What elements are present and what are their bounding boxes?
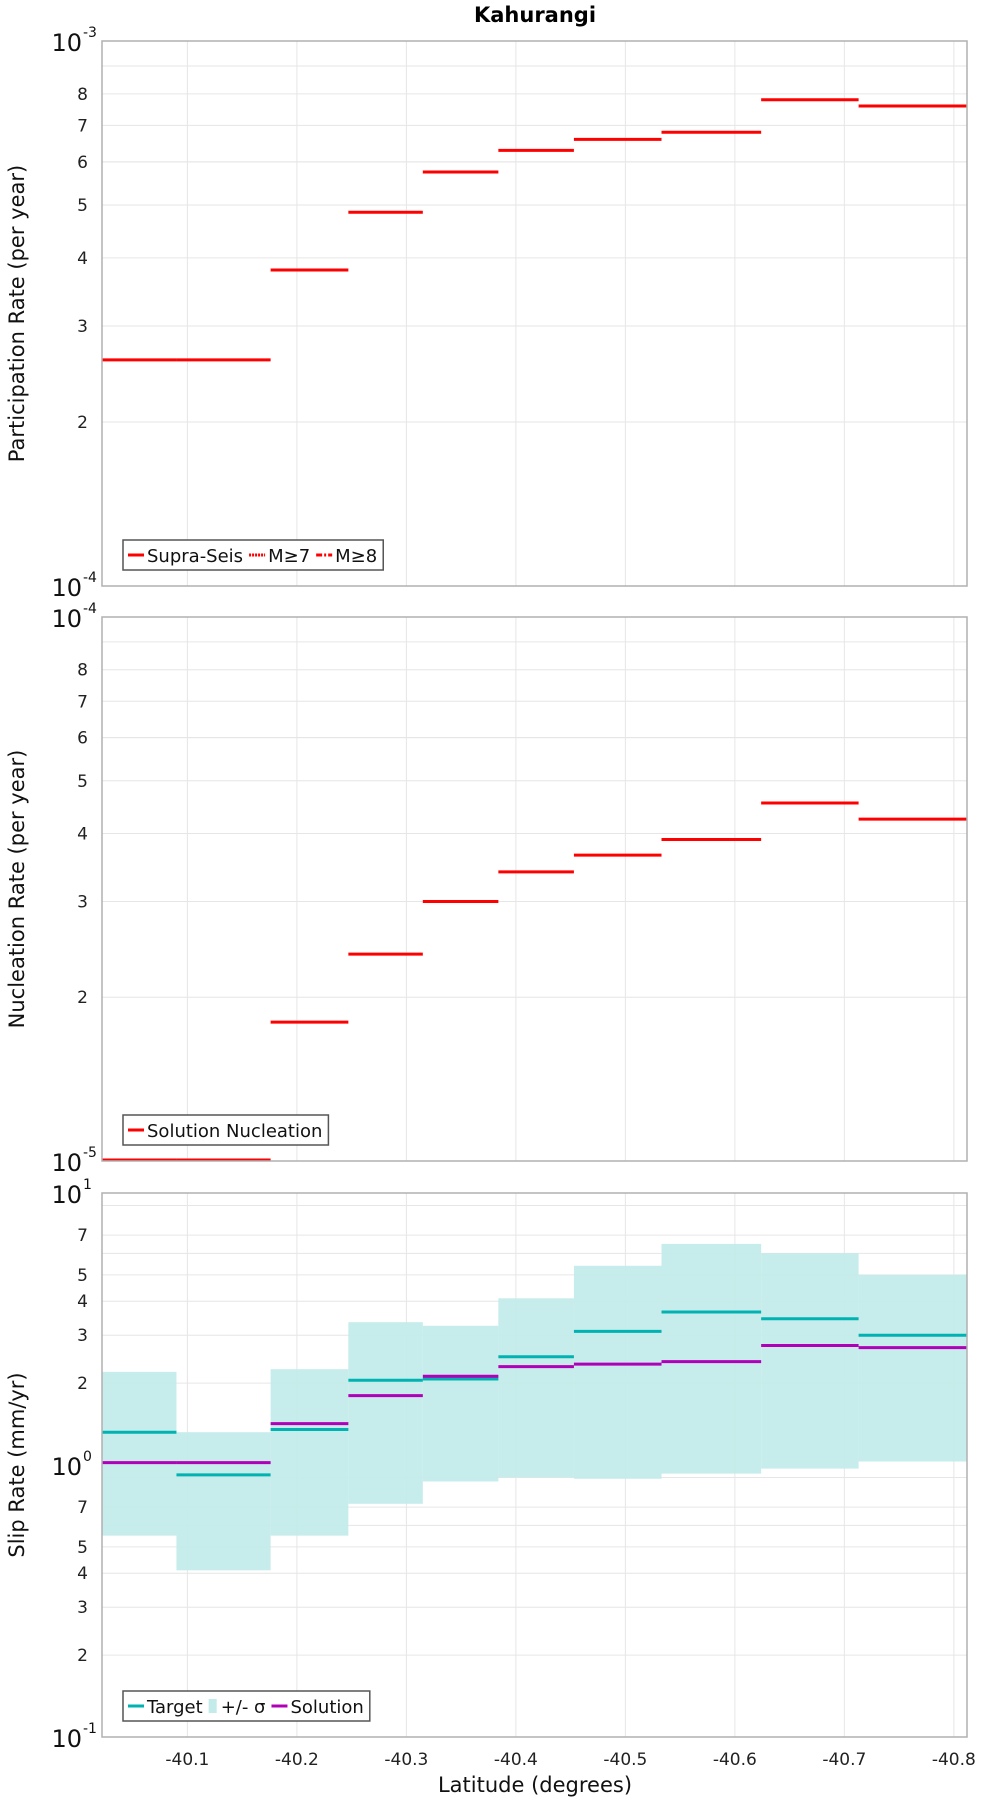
y-decade-label: 10: [51, 1149, 82, 1177]
y-axis-label: Slip Rate (mm/yr): [5, 1372, 29, 1557]
legend-box: [122, 1114, 330, 1146]
legend-entry-label: M≥8: [335, 546, 377, 567]
y-tick-label: 4: [77, 249, 88, 269]
y-tick-label: 7: [77, 692, 88, 712]
y-decade-label: 10: [51, 1453, 82, 1481]
sigma-band-bin: [102, 1371, 177, 1536]
legend: Supra-Seis M≥7 M≥8: [122, 539, 384, 571]
y-tick-label: 5: [77, 1266, 88, 1286]
legend-entry-label: Supra-Seis: [147, 546, 243, 567]
plot-frame: [101, 1192, 968, 1738]
y-tick-label: 6: [77, 153, 88, 173]
y-decade-exponent: -1: [83, 1721, 97, 1737]
legend: Solution Nucleation: [122, 1114, 330, 1146]
y-decade-exponent: 1: [83, 1177, 92, 1193]
y-tick-label: 3: [77, 892, 88, 912]
legend-entry-label: M≥7: [268, 546, 310, 567]
y-decade-exponent: 0: [83, 1449, 92, 1465]
plot-frame: [101, 40, 968, 587]
y-decade-exponent: -3: [83, 25, 97, 41]
y-tick-label: 8: [77, 85, 88, 105]
y-tick-label: 2: [77, 1646, 88, 1666]
y-tick-label: 2: [77, 1374, 88, 1394]
x-tick-label: -40.3: [384, 1750, 428, 1770]
sigma-band-bin: [348, 1322, 423, 1504]
y-tick-label: 4: [77, 1292, 88, 1312]
sigma-band-bin: [573, 1265, 662, 1479]
y-decade-label: 10: [51, 1181, 82, 1209]
y-tick-label: 3: [77, 1598, 88, 1618]
legend-swatch: [208, 1699, 217, 1713]
x-axis-label: Latitude (degrees): [438, 1773, 632, 1797]
x-tick-label: -40.5: [603, 1750, 647, 1770]
y-axis-label: Nucleation Rate (per year): [5, 750, 29, 1029]
y-decade-label: 10: [51, 574, 82, 602]
legend: Target +/- σ Solution: [122, 1690, 371, 1722]
y-tick-label: 5: [77, 772, 88, 792]
y-tick-label: 5: [77, 196, 88, 216]
y-tick-label: 8: [77, 661, 88, 681]
x-tick-label: -40.7: [822, 1750, 866, 1770]
y-tick-label: 4: [77, 824, 88, 844]
y-decade-exponent: -4: [83, 570, 97, 586]
legend-entry-label: Solution Nucleation: [147, 1121, 322, 1142]
y-tick-label: 6: [77, 729, 88, 749]
sigma-band-bin: [422, 1325, 499, 1482]
y-axis-label: Participation Rate (per year): [5, 165, 29, 462]
x-tick-label: -40.4: [494, 1750, 538, 1770]
plot-frame: [101, 616, 968, 1162]
legend-box: [122, 1690, 371, 1722]
legend-entry-label: Solution: [290, 1697, 363, 1718]
x-tick-label: -40.2: [275, 1750, 319, 1770]
y-decade-exponent: -5: [83, 1145, 97, 1161]
y-tick-label: 4: [77, 1564, 88, 1584]
y-tick-label: 2: [77, 413, 88, 433]
sigma-band-bin: [661, 1243, 762, 1474]
y-tick-label: 7: [77, 116, 88, 136]
y-tick-label: 2: [77, 988, 88, 1008]
y-tick-label: 5: [77, 1538, 88, 1558]
y-tick-label: 7: [77, 1226, 88, 1246]
sigma-band-bin: [761, 1253, 859, 1469]
x-tick-label: -40.8: [932, 1750, 976, 1770]
y-tick-label: 3: [77, 317, 88, 337]
sigma-band-bin: [270, 1369, 349, 1536]
sigma-band-bin: [858, 1274, 967, 1462]
x-tick-label: -40.1: [165, 1750, 209, 1770]
y-tick-label: 7: [77, 1498, 88, 1518]
sigma-band-bin: [498, 1298, 574, 1478]
legend-entry-label: +/- σ: [221, 1697, 266, 1718]
y-decade-exponent: -4: [83, 601, 97, 617]
y-decade-label: 10: [51, 605, 82, 633]
legend-entry-label: Target: [146, 1697, 203, 1718]
y-decade-label: 10: [51, 1725, 82, 1753]
x-tick-label: -40.6: [713, 1750, 757, 1770]
chart-title: Kahurangi: [474, 3, 596, 27]
y-decade-label: 10: [51, 29, 82, 57]
y-tick-label: 3: [77, 1326, 88, 1346]
sigma-band-bin: [176, 1432, 271, 1571]
